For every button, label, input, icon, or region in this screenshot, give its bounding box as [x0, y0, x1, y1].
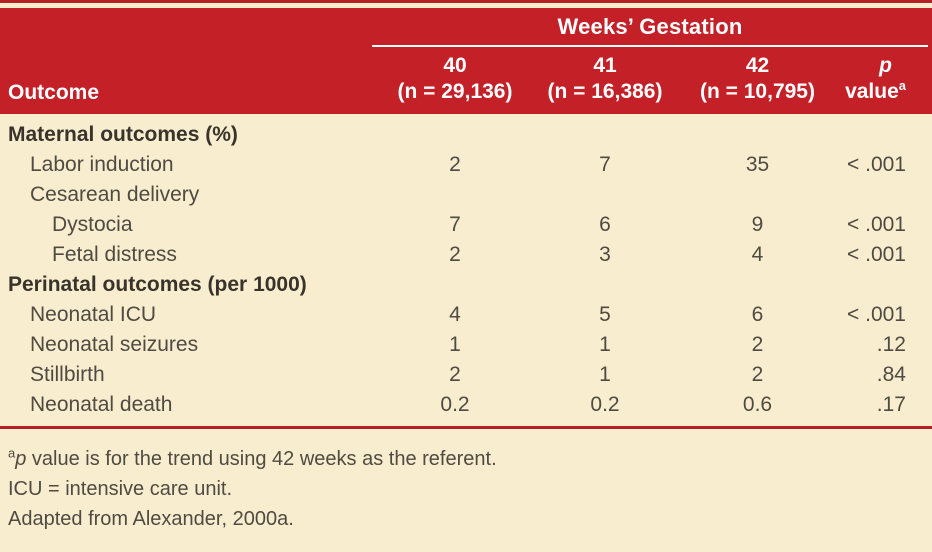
footnote-p-value: ap value is for the trend using 42 weeks…: [8, 444, 932, 474]
week-41-n: (n = 16,386): [547, 80, 663, 103]
footnote-superscript-a: a: [8, 445, 16, 461]
table-row-dystocia: Dystocia 7 6 9 < .001: [52, 213, 906, 236]
top-gap: [0, 3, 932, 8]
column-header-week-42: 42 (n = 10,795): [680, 53, 835, 111]
week-40-label: 40: [443, 54, 467, 77]
table-row-maternal-section: Maternal outcomes (%): [8, 123, 238, 146]
outcome-column-header: Outcome: [8, 81, 100, 104]
table-body: Maternal outcomes (%) Labor induction 2 …: [0, 114, 932, 420]
span-title: Weeks’ Gestation: [557, 14, 743, 39]
column-header-row: Outcome 40 (n = 29,136) 41 (n = 16,386) …: [0, 49, 932, 111]
footnote-icu-definition: ICU = intensive care unit.: [8, 478, 232, 500]
table-row-fetal-distress: Fetal distress 2 3 4 < .001: [52, 243, 906, 266]
table-row-neonatal-seizures: Neonatal seizures 1 1 2 .12: [30, 333, 906, 356]
footnote-italic-p: p: [15, 448, 27, 470]
footnotes: ap value is for the trend using 42 weeks…: [0, 444, 932, 534]
p-value-label: valuea: [845, 78, 906, 103]
footnote-source-attribution: Adapted from Alexander, 2000a.: [8, 508, 294, 530]
footnote-divider-rule: [0, 426, 932, 429]
week-42-label: 42: [745, 54, 770, 77]
table-row-labor-induction: Labor induction 2 7 35 < .001: [30, 153, 906, 176]
top-border-rule: [0, 0, 932, 3]
table-header-band: Weeks’ Gestation Outcome 40 (n = 29,136)…: [0, 8, 932, 114]
week-41-label: 41: [593, 54, 617, 77]
table-row-neonatal-icu: Neonatal ICU 4 5 6 < .001: [30, 303, 906, 326]
table-row-stillbirth: Stillbirth 2 1 2 .84: [30, 363, 906, 386]
table-row-neonatal-death: Neonatal death 0.2 0.2 0.6 .17: [30, 393, 906, 416]
table-row-cesarean-delivery: Cesarean delivery: [30, 183, 200, 206]
table-row-perinatal-section: Perinatal outcomes (per 1000): [8, 273, 307, 296]
week-42-n: (n = 10,795): [700, 80, 815, 103]
week-40-n: (n = 29,136): [397, 80, 513, 103]
p-value-superscript: a: [898, 78, 906, 93]
footnote-p-value-text: value is for the trend using 42 weeks as…: [26, 448, 497, 470]
column-header-week-40: 40 (n = 29,136): [380, 53, 530, 111]
column-header-week-41: 41 (n = 16,386): [530, 53, 680, 111]
gestation-span-header: Weeks’ Gestation: [372, 14, 928, 47]
p-italic-label: p: [879, 54, 892, 77]
column-header-p-value: p valuea: [835, 53, 932, 111]
